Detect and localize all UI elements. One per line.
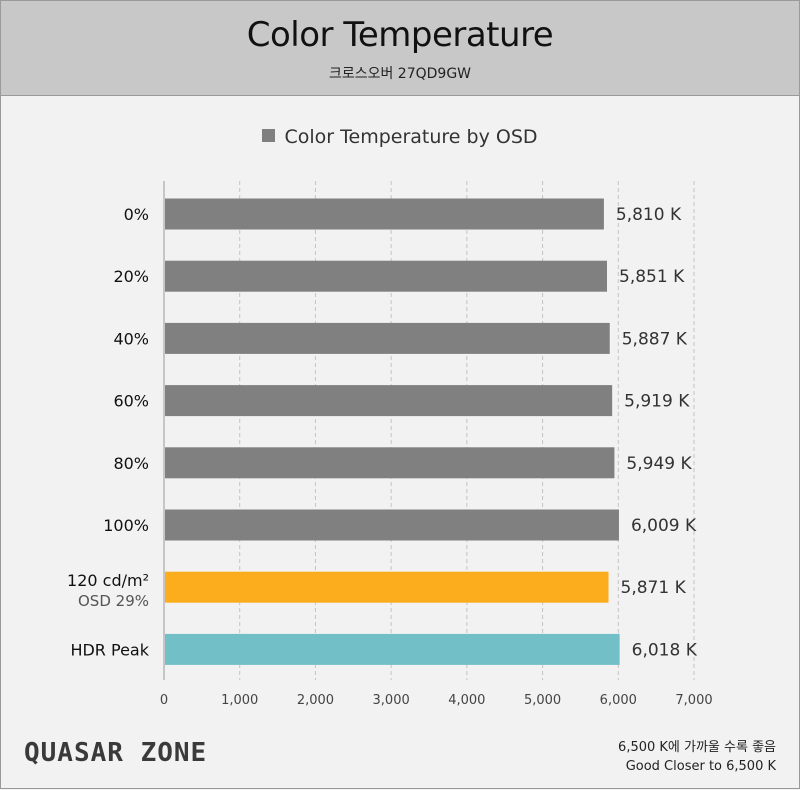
bar — [165, 571, 609, 603]
category-label: 60% — [113, 392, 149, 411]
category-label: HDR Peak — [70, 640, 149, 659]
bar — [165, 198, 604, 230]
data-label: 5,887 K — [622, 329, 688, 349]
legend-label: Color Temperature by OSD — [284, 126, 538, 148]
data-label: 5,919 K — [624, 392, 690, 412]
footnote: 6,500 K에 가까울 수록 좋음 Good Closer to 6,500 … — [618, 738, 776, 776]
x-tick-label: 7,000 — [675, 693, 712, 708]
data-label: 5,871 K — [621, 578, 687, 598]
category-label: 120 cd/m² — [67, 571, 149, 590]
x-tick-label: 6,000 — [600, 693, 637, 708]
x-tick-label: 0 — [160, 693, 168, 708]
x-tick-label: 1,000 — [221, 693, 258, 708]
chart-header: Color Temperature 크로스오버 27QD9GW — [0, 0, 800, 96]
x-tick-label: 5,000 — [524, 693, 561, 708]
category-label: 0% — [124, 205, 149, 224]
data-label: 6,018 K — [632, 640, 698, 660]
bar — [165, 260, 608, 292]
data-label: 5,949 K — [626, 454, 692, 474]
data-label: 6,009 K — [631, 516, 697, 536]
bar — [165, 447, 615, 479]
x-tick-label: 4,000 — [448, 693, 485, 708]
category-sublabel: OSD 29% — [78, 592, 149, 610]
bar — [165, 385, 613, 417]
chart-subtitle: 크로스오버 27QD9GW — [328, 66, 472, 82]
category-label: 20% — [113, 267, 149, 286]
category-label: 100% — [103, 516, 149, 535]
legend-swatch — [262, 129, 276, 142]
category-label: 40% — [113, 329, 149, 348]
data-label: 5,851 K — [619, 267, 685, 287]
chart-title: Color Temperature — [246, 15, 554, 55]
footnote-korean: 6,500 K에 가까울 수록 좋음 — [618, 740, 776, 755]
bar — [165, 633, 620, 665]
bar — [165, 322, 610, 354]
legend: Color Temperature by OSD — [0, 126, 800, 148]
x-tick-label: 2,000 — [297, 693, 334, 708]
x-tick-label: 3,000 — [373, 693, 410, 708]
data-label: 5,810 K — [616, 205, 682, 225]
quasar-zone-logo: QUASAR ZONE — [24, 738, 208, 768]
category-label: 80% — [113, 454, 149, 473]
footnote-english: Good Closer to 6,500 K — [625, 759, 776, 774]
bar — [165, 509, 619, 541]
